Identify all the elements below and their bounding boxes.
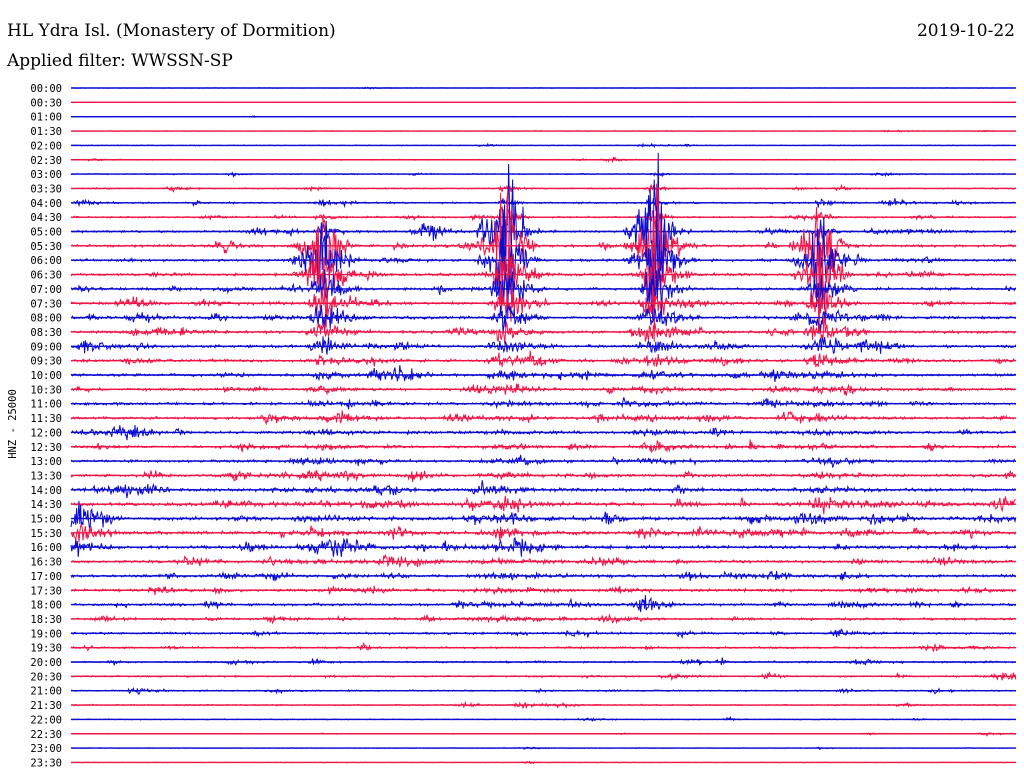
row-tick-label: 16:30 [30,557,62,569]
row-tick-label: 22:30 [30,729,62,741]
seismic-trace-row [70,495,1017,515]
seismic-trace-row [70,229,1017,309]
row-tick-label: 02:00 [30,140,62,152]
row-tick-label: 22:00 [30,714,62,726]
row-tick-label: 18:00 [30,600,62,612]
row-tick-label: 01:00 [30,112,62,124]
row-tick-label: 06:30 [30,270,62,282]
channel-label: HNZ - 25000 [7,389,19,459]
row-tick-label: 14:00 [30,485,62,497]
row-tick-label: 19:30 [30,643,62,655]
row-tick-label: 05:30 [30,241,62,253]
row-tick-label: 06:00 [30,255,62,267]
seismic-trace-row [70,365,1017,382]
row-tick-label: 17:00 [30,571,62,583]
seismic-trace-row [70,350,1017,368]
row-tick-label: 05:00 [30,227,62,239]
trace-rows [70,86,1017,765]
seismic-trace-row [70,410,1017,426]
row-tick-label: 00:00 [30,83,62,95]
row-tick-label: 00:30 [30,97,62,109]
row-tick-label: 08:00 [30,313,62,325]
row-tick-label: 01:30 [30,126,62,138]
row-tick-label: 21:30 [30,700,62,712]
row-tick-label: 19:00 [30,628,62,640]
row-tick-labels: 00:00 00:30 01:00 01:30 02:00 02:30 03:00 03:30… [30,83,62,769]
seismic-trace-row [70,439,1017,454]
row-tick-label: 03:00 [30,169,62,181]
seismic-trace-row [70,305,1017,335]
row-tick-label: 15:30 [30,528,62,540]
row-tick-label: 18:30 [30,614,62,626]
row-tick-label: 07:00 [30,284,62,296]
seismic-trace-row [70,206,1016,230]
row-tick-label: 12:30 [30,442,62,454]
row-tick-label: 14:30 [30,499,62,511]
date-label: 2019-10-22 [917,21,1015,41]
seismic-trace-row [70,152,1017,320]
seismic-trace-row [70,523,1017,543]
seismic-trace-row [70,595,1016,613]
row-tick-label: 07:30 [30,298,62,310]
row-tick-label: 03:30 [30,183,62,195]
row-tick-label: 11:30 [30,413,62,425]
row-tick-label: 10:30 [30,384,62,396]
row-tick-label: 10:00 [30,370,62,382]
seismic-trace-row [70,469,1017,483]
seismic-trace-row [70,336,1017,355]
row-tick-label: 08:30 [30,327,62,339]
filter-label: Applied filter: WWSSN-SP [6,51,233,71]
row-tick-label: 20:30 [30,671,62,683]
seismic-trace-row [70,316,1017,344]
row-tick-label: 12:00 [30,427,62,439]
row-tick-label: 23:00 [30,743,62,755]
row-tick-label: 09:30 [30,356,62,368]
row-tick-label: 20:00 [30,657,62,669]
station-title: HL Ydra Isl. (Monastery of Dormition) [7,21,336,41]
row-tick-label: 17:30 [30,585,62,597]
row-tick-label: 16:00 [30,542,62,554]
row-tick-label: 15:00 [30,514,62,526]
row-tick-label: 23:30 [30,757,62,769]
row-tick-label: 13:30 [30,470,62,482]
row-tick-label: 04:00 [30,198,62,210]
row-tick-label: 21:00 [30,686,62,698]
row-tick-label: 11:00 [30,399,62,411]
row-tick-label: 13:00 [30,456,62,468]
row-tick-label: 04:30 [30,212,62,224]
row-tick-label: 09:00 [30,341,62,353]
row-tick-label: 02:30 [30,155,62,167]
